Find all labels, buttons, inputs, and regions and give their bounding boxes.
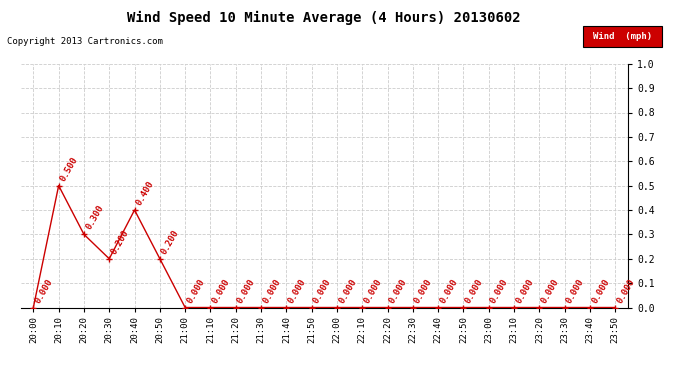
Text: 0.000: 0.000 <box>540 277 560 304</box>
Text: Copyright 2013 Cartronics.com: Copyright 2013 Cartronics.com <box>7 38 163 46</box>
Text: Wind  (mph): Wind (mph) <box>593 32 652 41</box>
Text: 0.000: 0.000 <box>33 277 55 304</box>
Text: 0.000: 0.000 <box>615 277 636 304</box>
Text: 0.000: 0.000 <box>514 277 535 304</box>
Text: 0.000: 0.000 <box>236 277 257 304</box>
Text: 0.000: 0.000 <box>362 277 384 304</box>
Text: 0.000: 0.000 <box>590 277 611 304</box>
Text: 0.200: 0.200 <box>160 228 181 256</box>
Text: 0.000: 0.000 <box>337 277 358 304</box>
Text: 0.000: 0.000 <box>286 277 308 304</box>
Text: 0.000: 0.000 <box>413 277 434 304</box>
Text: Wind Speed 10 Minute Average (4 Hours) 20130602: Wind Speed 10 Minute Average (4 Hours) 2… <box>128 11 521 26</box>
Text: 0.000: 0.000 <box>564 277 586 304</box>
Text: 0.000: 0.000 <box>312 277 333 304</box>
Text: 0.000: 0.000 <box>438 277 460 304</box>
Text: 0.500: 0.500 <box>59 155 80 183</box>
Text: 0.000: 0.000 <box>464 277 484 304</box>
Text: 0.000: 0.000 <box>185 277 206 304</box>
Text: 0.300: 0.300 <box>84 204 105 231</box>
Text: 0.000: 0.000 <box>489 277 510 304</box>
Text: 0.000: 0.000 <box>388 277 408 304</box>
Text: 0.200: 0.200 <box>109 228 130 256</box>
Text: 0.000: 0.000 <box>261 277 282 304</box>
Text: 0.000: 0.000 <box>210 277 232 304</box>
Text: 0.400: 0.400 <box>135 179 156 207</box>
